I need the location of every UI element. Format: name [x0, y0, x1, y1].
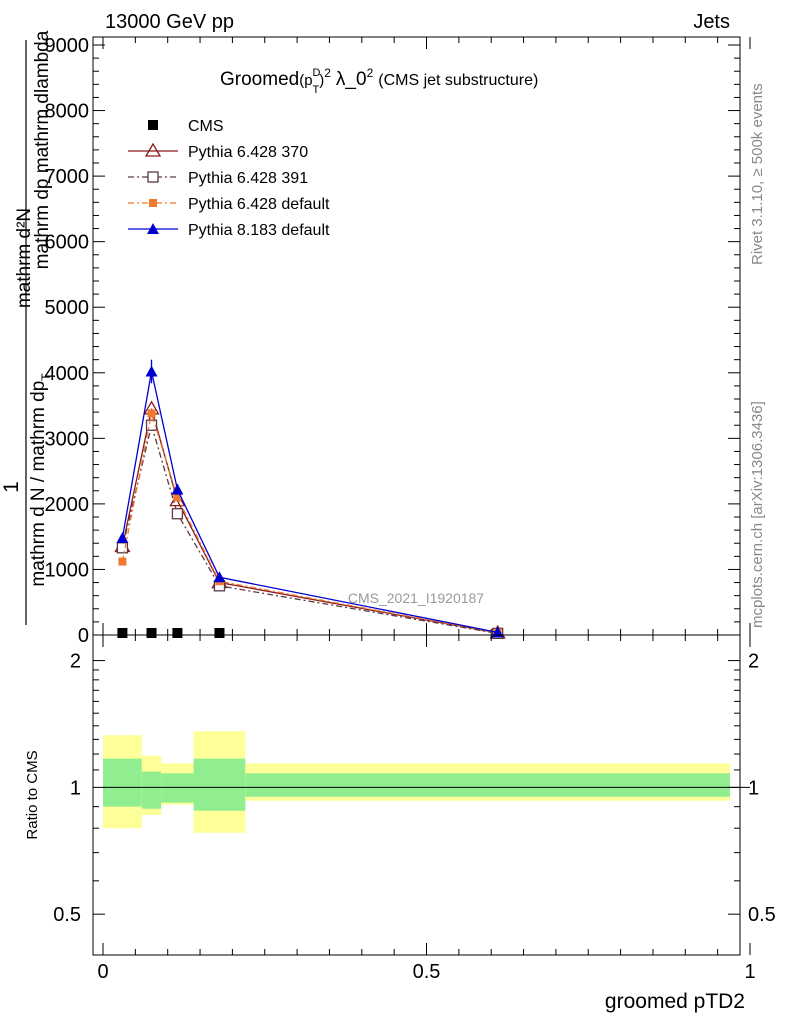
- title-sup-2b: 2: [367, 66, 374, 80]
- ratio-inner-band: [103, 758, 142, 807]
- ratio-y-label: Ratio to CMS: [24, 750, 41, 839]
- main-y-axis: 0 1000 2000 3000 4000 5000 6000 7000 8000 9000: [45, 35, 740, 647]
- legend-label-cms: CMS: [188, 118, 224, 135]
- title-p: (p: [299, 72, 312, 89]
- ratio-x-axis: 0 0.5 1: [97, 635, 756, 983]
- process-label: Jets: [693, 11, 730, 33]
- legend-label-p391: Pythia 6.428 391: [188, 170, 308, 187]
- main-y-tick-label: 9000: [45, 35, 90, 57]
- main-y-tick-label: 3000: [45, 428, 90, 450]
- point-p391: [145, 419, 158, 431]
- title-sub-t: T: [313, 84, 320, 96]
- point-cms: [214, 628, 225, 638]
- title-sup-d: D: [313, 67, 321, 79]
- y-label-one: 1: [0, 481, 23, 493]
- ratio-inner-band: [245, 773, 730, 797]
- series-p8def: [116, 359, 504, 638]
- point-p391: [171, 508, 184, 520]
- ratio-y-tick-label-right: 1: [748, 777, 759, 799]
- ratio-y-tick-label: 2: [70, 651, 81, 673]
- legend-marker-p391: [147, 171, 159, 183]
- point-p6def: [147, 409, 156, 418]
- main-y-tick-label: 8000: [45, 101, 90, 123]
- main-y-tick-label: 1000: [45, 559, 90, 581]
- x-tick-label: 1: [744, 961, 755, 983]
- analysis-watermark: CMS_2021_I1920187: [348, 590, 484, 606]
- ratio-bands: [103, 731, 730, 833]
- legend-marker-p370: [144, 142, 162, 157]
- title-sup-2: 2: [324, 66, 331, 80]
- series-line-p391: [121, 422, 498, 635]
- legend-label-p6def: Pythia 6.428 default: [188, 196, 330, 213]
- main-plot: 0 1000 2000 3000 4000 5000 6000 7000 8000 9000 CM…: [45, 35, 751, 647]
- legend-marker-p6def: [149, 199, 157, 207]
- point-p8def: [171, 483, 184, 495]
- x-tick-label: 0.5: [413, 961, 441, 983]
- legend-marker-p8def: [147, 223, 159, 234]
- ratio-inner-band: [161, 773, 194, 803]
- ratio-inner-band: [141, 771, 162, 809]
- main-y-tick-label: 5000: [45, 297, 90, 319]
- y-label-den: mathrm d N / mathrm dp: [28, 381, 49, 587]
- legend-entry-p6def: Pythia 6.428 default: [128, 196, 330, 213]
- y-label-numerator: mathrm d²N: [14, 208, 35, 308]
- ratio-y-axis: 0.5 0.5 1 1 2 2: [53, 651, 776, 927]
- legend-label-p370: Pythia 6.428 370: [188, 144, 308, 161]
- main-x-axis: [102, 37, 751, 635]
- ratio-plot-frame: [92, 634, 741, 956]
- point-p8def: [213, 571, 226, 583]
- title-close: ): [319, 72, 324, 89]
- main-series: [114, 359, 506, 640]
- x-tick-label: 0: [97, 961, 108, 983]
- y-label-num-2: mathrm dp mathrm dlambda: [32, 30, 53, 269]
- point-cms: [172, 628, 183, 638]
- ratio-y-tick-label-right: 0.5: [748, 904, 776, 926]
- mcplots-label: mcplots.cern.ch [arXiv:1306.3436]: [749, 401, 766, 628]
- title-lambda: λ_0: [336, 69, 367, 90]
- series-cms: [117, 628, 225, 638]
- point-cms: [146, 628, 157, 638]
- ratio-y-tick-label: 1: [70, 777, 81, 799]
- legend-entry-p370: Pythia 6.428 370: [128, 142, 308, 161]
- plot-title: Groomed(pD T)2 λ_02 (CMS jet substructure): [220, 66, 538, 96]
- point-cms: [117, 628, 128, 638]
- ratio-y-tick-label: 0.5: [53, 904, 81, 926]
- ratio-inner-band: [193, 758, 246, 811]
- y-label-numerator-b: mathrm dp mathrm dlambda: [32, 30, 53, 269]
- main-y-tick-label: 2000: [45, 494, 90, 516]
- legend-label-p8def: Pythia 8.183 default: [188, 222, 330, 239]
- main-y-tick-label: 0: [78, 625, 89, 647]
- point-p6def: [118, 557, 127, 566]
- rivet-label: Rivet 3.1.10, ≥ 500k events: [749, 83, 766, 265]
- ratio-y-tick-label-right: 2: [748, 651, 759, 673]
- point-p8def: [116, 531, 129, 543]
- ratio-plot: 0.5 0.51 12 2 0 0.5 1 Ratio to CMS groomed pT…: [24, 634, 776, 1013]
- legend-entry-cms: CMS: [148, 118, 224, 135]
- energy-label: 13000 GeV pp: [105, 11, 234, 33]
- legend-entry-p8def: Pythia 8.183 default: [128, 222, 330, 239]
- main-y-tick-label: 4000: [45, 363, 90, 385]
- title-note: (CMS jet substructure): [378, 72, 538, 89]
- title-word: Groomed: [220, 69, 299, 90]
- point-p6def: [173, 493, 182, 502]
- y-label-denominator: mathrm d N / mathrm dpT: [28, 373, 53, 587]
- main-y-label: 1 mathrm d²N mathrm dp mathrm dlambda ma…: [0, 30, 53, 625]
- legend: CMS Pythia 6.428 370 Pythia 6.428 391 Pythi…: [128, 118, 330, 239]
- y-label-num-1: mathrm d²N: [14, 208, 35, 308]
- legend-entry-p391: Pythia 6.428 391: [128, 170, 308, 187]
- x-axis-label: groomed pTD2: [605, 990, 745, 1013]
- point-p8def: [145, 365, 158, 377]
- y-label-den-sub: T: [39, 373, 53, 381]
- legend-marker-cms: [148, 120, 158, 130]
- main-y-tick-label: 7000: [45, 166, 90, 188]
- main-y-tick-label: 6000: [45, 232, 90, 254]
